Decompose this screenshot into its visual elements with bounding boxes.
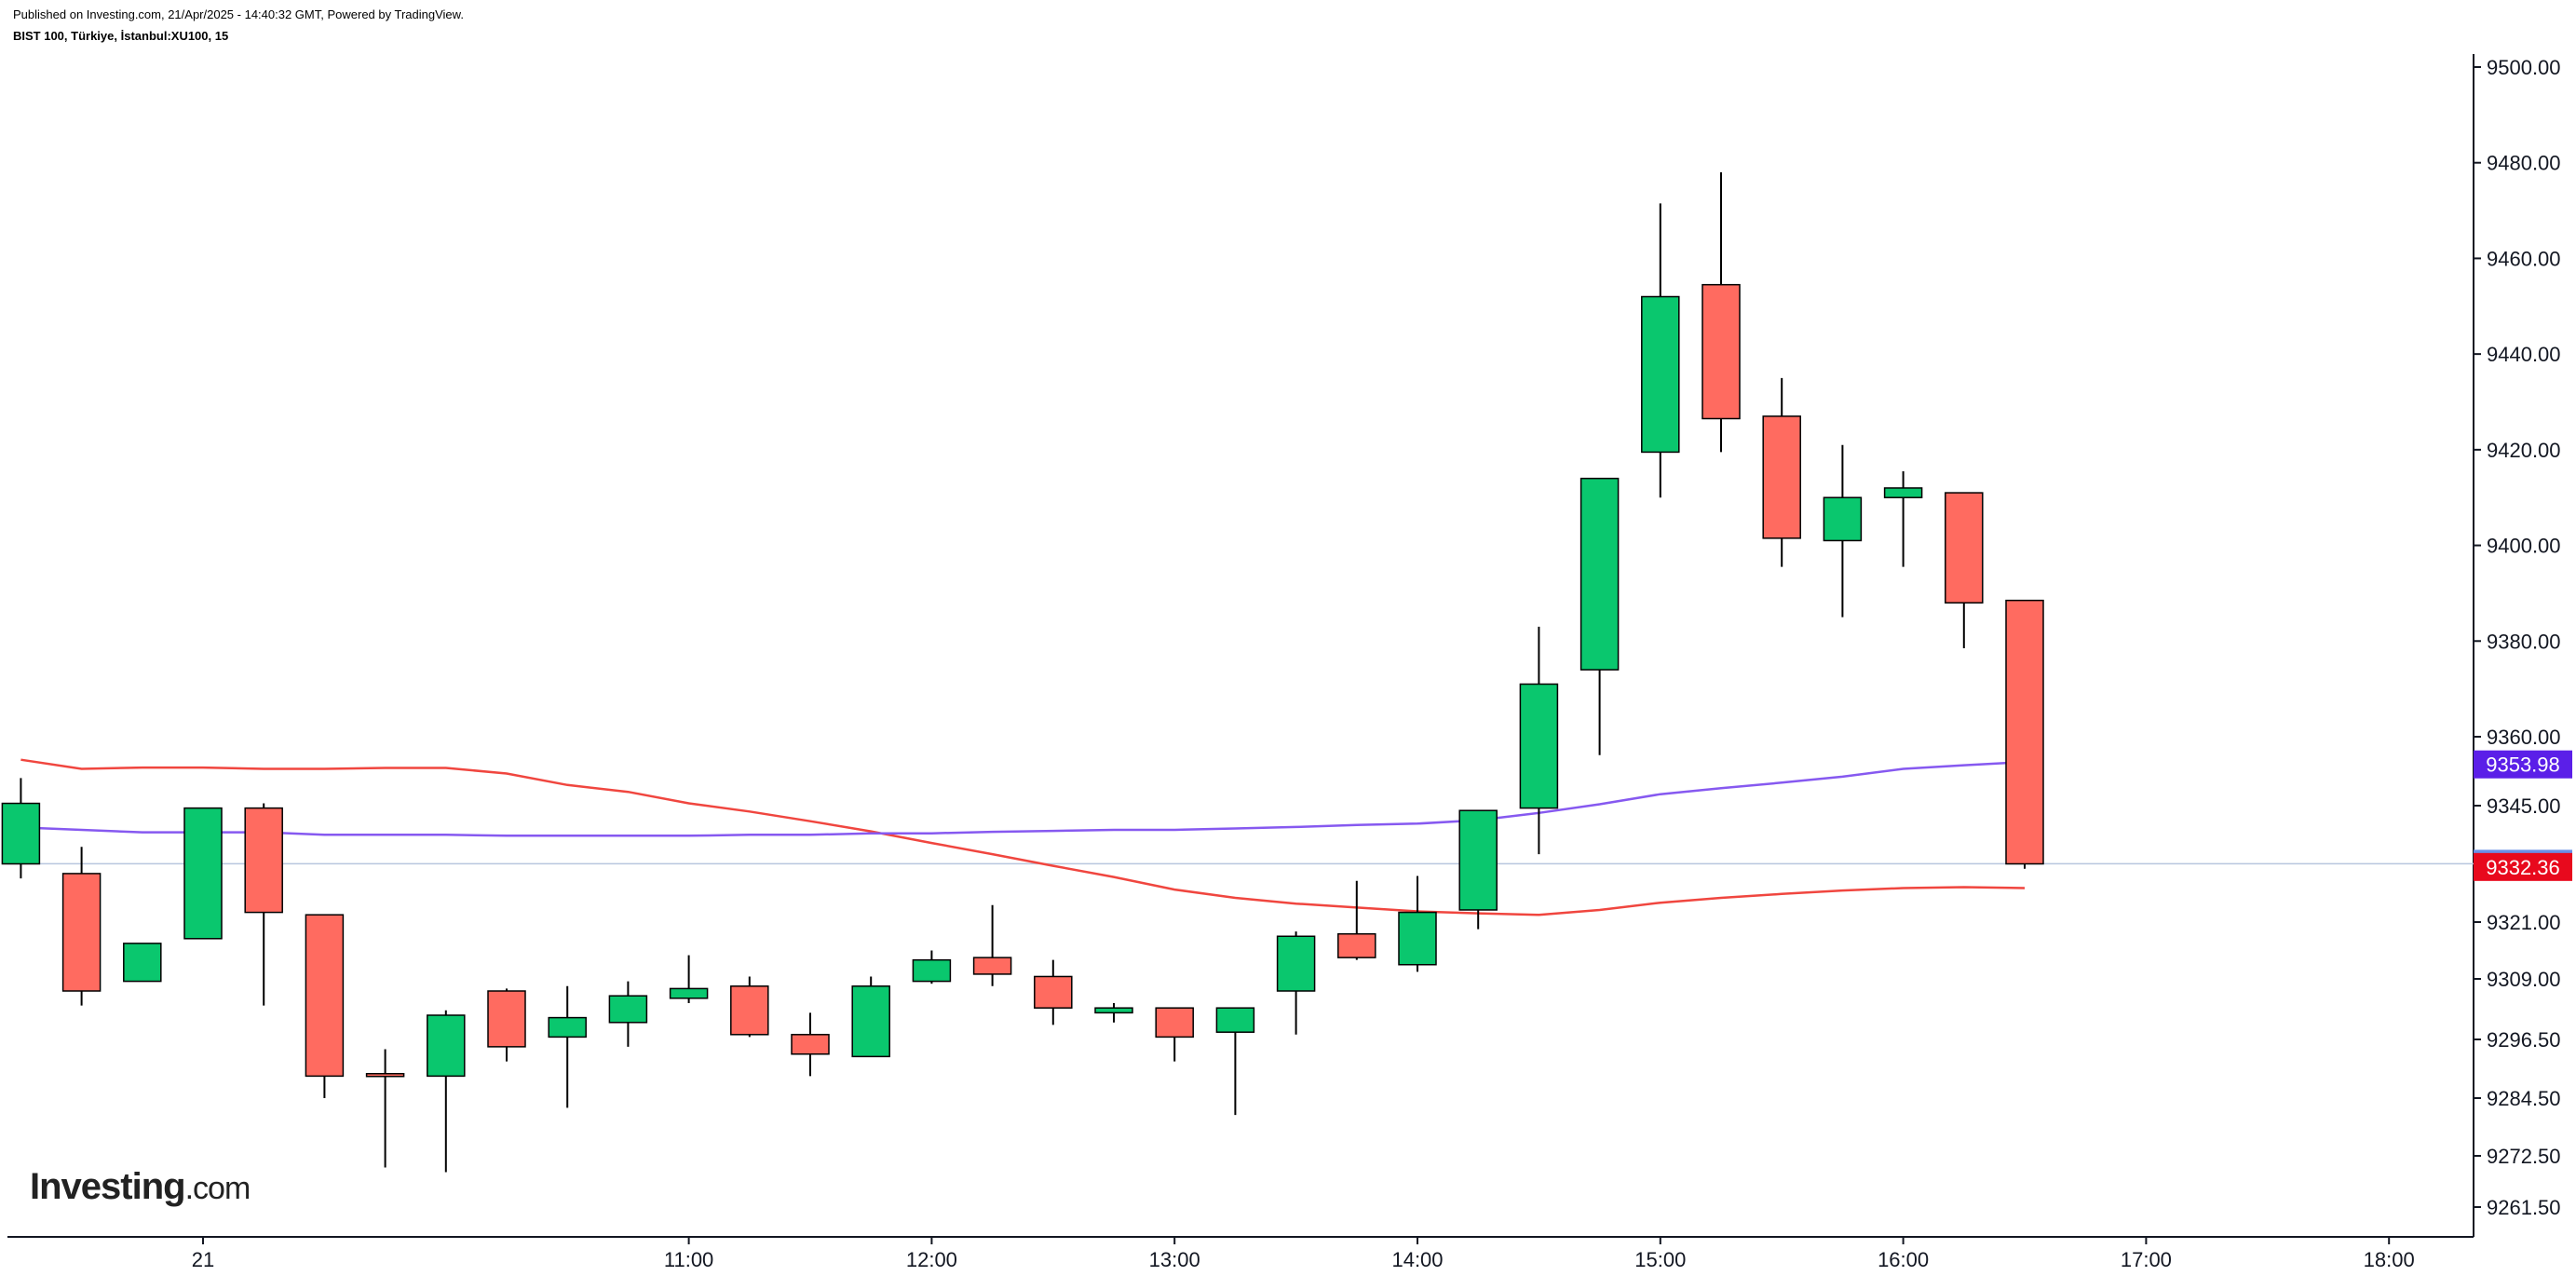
ma-price-tag-bg [2474,750,2572,779]
ma-price-tag-label: 9353.98 [2486,753,2560,777]
y-tick-label: 9321.00 [2487,911,2561,934]
candle-down [61,873,102,992]
y-tick-label: 9345.00 [2487,794,2561,818]
candle-down [487,990,526,1048]
x-tick-label: 13:00 [1149,1248,1200,1271]
candle-down [2005,599,2044,865]
candle-down [1702,283,1741,420]
candle-down [791,1034,830,1055]
candle-down [730,985,769,1036]
x-tick-label: 17:00 [2121,1248,2172,1271]
investing-logo: Investing.com [30,1166,251,1208]
candle-up [1519,683,1559,809]
logo-suffix-text: .com [184,1171,251,1206]
candle-down [244,807,283,914]
candle-up [548,1016,587,1038]
candle-down [1337,932,1376,958]
candle-down [365,1073,405,1078]
moving-average-line-1 [20,758,2026,916]
y-tick-label: 9480.00 [2487,152,2561,175]
published-caption: Published on Investing.com, 21/Apr/2025 … [13,7,464,21]
y-axis-ticks: 9500.00 9480.00 9460.00 9440.00 9420.00 9400.… [2474,56,2561,1219]
x-axis-ticks: 21 11:00 12:00 13:00 14:00 15:00 16:00 17:00 18:… [192,1237,2415,1271]
y-tick-label: 9309.00 [2487,968,2561,991]
x-tick-label: 16:00 [1878,1248,1929,1271]
candle-up [123,943,162,983]
y-tick-label: 9420.00 [2487,439,2561,462]
x-tick-label: 15:00 [1634,1248,1686,1271]
candle-down [972,957,1012,975]
candle-down [1034,975,1073,1009]
x-tick-label: 12:00 [906,1248,957,1271]
x-tick-label: 11:00 [664,1248,713,1271]
y-tick-label: 9400.00 [2487,535,2561,558]
y-tick-label: 9440.00 [2487,343,2561,366]
y-tick-label: 9261.50 [2487,1196,2561,1219]
candle-down [1762,415,1801,539]
candle-up [1,802,41,865]
y-tick-label: 9500.00 [2487,56,2561,79]
symbol-caption: BIST 100, Türkiye, İstanbul:XU100, 15 [13,29,229,43]
y-tick-label: 9296.50 [2487,1028,2561,1052]
logo-main-text: Investing [30,1166,186,1207]
y-tick-label: 9380.00 [2487,630,2561,653]
y-tick-label: 9272.50 [2487,1145,2561,1168]
candle-down [1155,1007,1194,1038]
ma-red-price-tag-bg [2474,852,2572,881]
candle-down [305,914,345,1078]
candle-up [1094,1007,1133,1014]
candles-group [1,171,2044,1173]
candle-up [1398,911,1437,966]
candle-up [1579,477,1620,671]
candle-up [912,958,952,983]
y-tick-label: 9284.50 [2487,1087,2561,1110]
candle-up [1458,809,1498,911]
candle-up [1823,496,1863,542]
candle-up [1641,295,1680,454]
candle-down [1945,492,1984,604]
candle-up [183,807,223,940]
y-tick-label: 9360.00 [2487,726,2561,749]
ma-red-price-tag-label: 9332.36 [2486,856,2560,879]
candle-up [1883,487,1923,498]
y-tick-label: 9460.00 [2487,247,2561,270]
candle-up [1276,935,1316,992]
x-tick-label: 14:00 [1391,1248,1443,1271]
x-tick-label: 21 [192,1248,214,1271]
candle-up [851,985,890,1058]
candle-up [1215,1007,1255,1033]
moving-average-line-2 [20,760,2026,837]
x-tick-label: 18:00 [2364,1248,2415,1271]
candle-up [669,987,709,999]
price-tags-group: 9353.989333.029332.36 [2474,750,2572,881]
moving-averages-group [20,758,2026,916]
candle-up [427,1014,466,1078]
candle-up [608,995,648,1024]
